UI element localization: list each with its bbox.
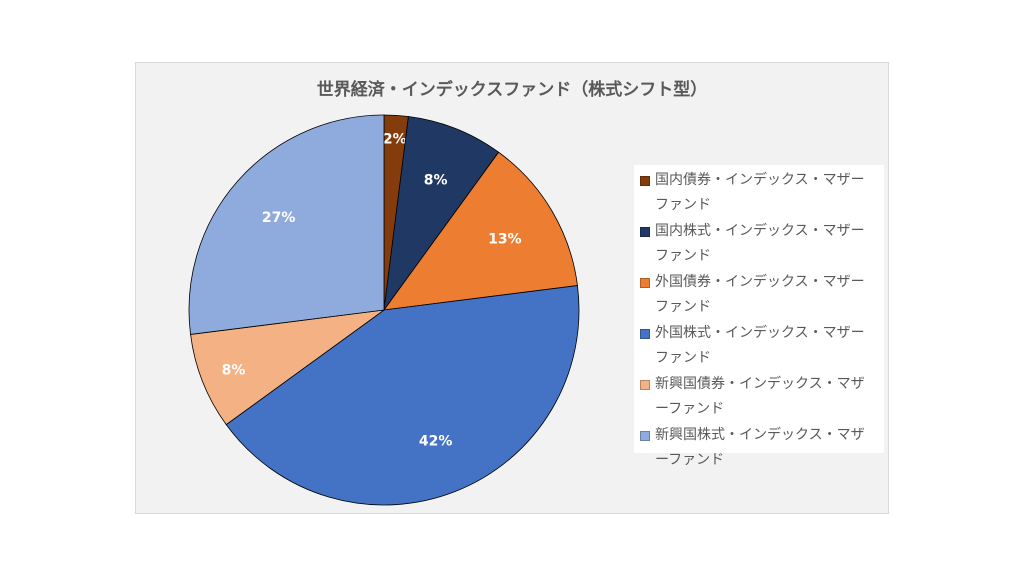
- legend-item-emerging-bond: 新興国債券・インデックス・マザーファンド: [640, 375, 876, 422]
- legend-swatch: [640, 227, 650, 237]
- pie-slice-foreign-equity: [225, 285, 580, 506]
- legend-item-domestic-bond: 国内債券・インデックス・マザーファンド: [640, 171, 876, 218]
- data-label-foreign-equity: 42%: [419, 434, 453, 450]
- legend-label: 新興国株式・インデックス・マザーファンド: [655, 427, 865, 468]
- pie-slice-foreign-bond: [383, 151, 578, 311]
- legend-label: 国内債券・インデックス・マザーファンド: [655, 172, 865, 213]
- legend-item-foreign-bond: 外国債券・インデックス・マザーファンド: [640, 273, 876, 320]
- chart-area: 世界経済・インデックスファンド（株式シフト型） 2% 8% 13% 42% 8% 27% …: [135, 62, 889, 514]
- legend-swatch: [640, 329, 650, 339]
- legend-item-emerging-equity: 新興国株式・インデックス・マザーファンド: [640, 426, 876, 473]
- legend-label: 新興国債券・インデックス・マザーファンド: [655, 376, 865, 417]
- legend-swatch: [640, 380, 650, 390]
- pie-chart: 2% 8% 13% 42% 8% 27%: [188, 114, 580, 506]
- data-label-emerging-bond: 8%: [222, 363, 246, 379]
- legend-item-domestic-equity: 国内株式・インデックス・マザーファンド: [640, 222, 876, 269]
- chart-title: 世界経済・インデックスファンド（株式シフト型）: [316, 80, 708, 100]
- legend-swatch: [640, 176, 650, 186]
- pie-slice-emerging-equity: [188, 114, 385, 335]
- data-label-domestic-equity: 8%: [424, 172, 448, 188]
- legend-label: 外国債券・インデックス・マザーファンド: [655, 274, 865, 315]
- legend-swatch: [640, 278, 650, 288]
- chart-legend: 国内債券・インデックス・マザーファンド 国内株式・インデックス・マザーファンド 外国…: [634, 165, 884, 468]
- data-label-domestic-bond: 2%: [383, 132, 407, 148]
- legend-item-foreign-equity: 外国株式・インデックス・マザーファンド: [640, 324, 876, 371]
- legend-swatch: [640, 431, 650, 441]
- pie-slice-emerging-bond: [190, 309, 385, 426]
- legend-label: 国内株式・インデックス・マザーファンド: [655, 223, 865, 264]
- legend-label: 外国株式・インデックス・マザーファンド: [655, 325, 865, 366]
- data-label-emerging-equity: 27%: [262, 210, 296, 226]
- data-label-foreign-bond: 13%: [488, 232, 522, 248]
- pie-slice-domestic-equity: [383, 116, 500, 311]
